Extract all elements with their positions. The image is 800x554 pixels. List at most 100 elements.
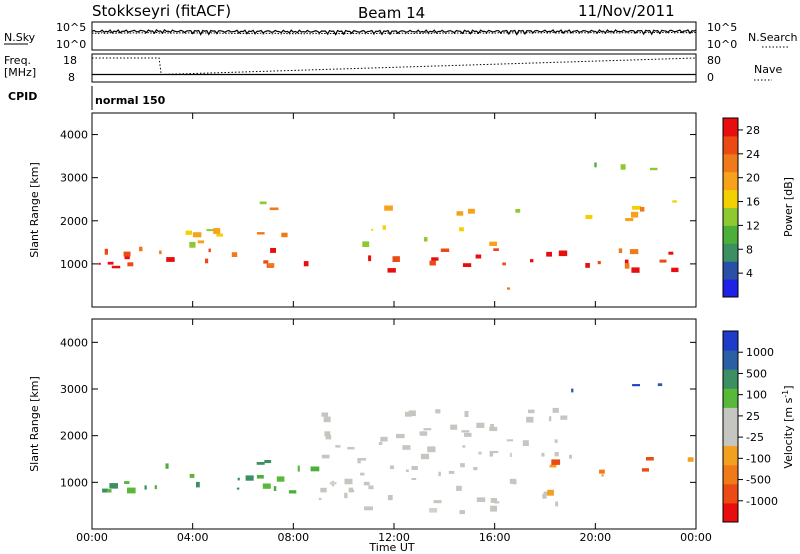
- echo-cell: [552, 407, 559, 413]
- freq-right-tick-top: 80: [707, 54, 721, 67]
- echo-cell: [641, 468, 649, 472]
- echo-cell: [197, 240, 205, 244]
- y-tick-label: 4000: [60, 336, 88, 349]
- echo-cell: [245, 475, 254, 481]
- echo-cell: [459, 227, 464, 232]
- colorbar-tick-label: 100: [746, 389, 767, 402]
- echo-cell: [423, 428, 432, 431]
- velocity-y-ticks: 1000 2000 3000 4000: [60, 336, 696, 489]
- echo-cell: [489, 241, 497, 246]
- velocity-y-title: Slant Range [km]: [28, 376, 41, 472]
- colorbar-tick-label: -100: [746, 452, 771, 465]
- echo-cell: [659, 259, 667, 263]
- echo-cell: [502, 262, 506, 266]
- echo-cell: [378, 441, 383, 445]
- echo-cell: [594, 162, 597, 168]
- echo-cell: [547, 489, 554, 496]
- colorbar-tick-label: 1000: [746, 346, 774, 359]
- echo-cell: [205, 258, 209, 264]
- echo-cell: [107, 489, 112, 493]
- echo-cell: [111, 265, 121, 269]
- freq-right-label: Nave: [754, 63, 782, 76]
- echo-cell: [657, 383, 663, 387]
- echo-cell: [476, 497, 486, 502]
- power-echo-cells: [98, 162, 679, 290]
- echo-cell: [166, 257, 175, 262]
- echo-cell: [493, 248, 499, 251]
- echo-cell: [431, 257, 439, 261]
- echo-cell: [462, 445, 466, 448]
- echo-cell: [450, 424, 458, 430]
- echo-cell: [489, 452, 494, 457]
- echo-cell: [102, 488, 109, 493]
- echo-cell: [389, 465, 395, 470]
- noise-right-tick-top: 10^5: [707, 21, 737, 34]
- echo-cell: [646, 457, 654, 461]
- echo-cell: [640, 206, 645, 212]
- echo-cell: [459, 510, 465, 515]
- date-title: 11/Nov/2011: [578, 2, 675, 20]
- echo-cell: [560, 415, 568, 420]
- echo-cell: [427, 446, 436, 453]
- freq-right-tick-bottom: 0: [707, 71, 714, 84]
- echo-cell: [528, 409, 535, 414]
- echo-cell: [448, 470, 455, 474]
- colorbar-tick-label: 16: [746, 196, 760, 209]
- power-colorbar-title: Power [dB]: [782, 177, 795, 237]
- echo-cell: [368, 485, 374, 490]
- echo-cell: [420, 453, 430, 460]
- echo-cell: [462, 263, 472, 267]
- colorbar-swatch: [723, 279, 738, 298]
- echo-cell: [368, 255, 372, 262]
- echo-cell: [139, 246, 143, 252]
- power-colorbar: 4 8 12 16 20 24 28 Power [dB]: [722, 117, 795, 298]
- echo-cell: [256, 475, 264, 479]
- colorbar-swatch: [723, 369, 738, 389]
- colorbar-swatch: [723, 207, 738, 226]
- echo-cell: [348, 487, 354, 493]
- echo-cell: [364, 506, 373, 511]
- echo-cell: [310, 466, 320, 472]
- echo-cell: [402, 445, 411, 450]
- echo-cell: [649, 167, 658, 171]
- echo-cell: [347, 447, 355, 450]
- echo-cell: [597, 261, 601, 265]
- echo-cell: [631, 211, 639, 218]
- echo-cell: [629, 249, 639, 255]
- echo-cell: [256, 462, 265, 465]
- power-colorbar-ticks: 4 8 12 16 20 24 28: [738, 124, 760, 280]
- echo-cell: [433, 500, 442, 504]
- echo-cell: [551, 459, 561, 465]
- echo-cell: [259, 201, 267, 205]
- x-tick-label: 20:00: [579, 531, 611, 544]
- power-y-ticks: 1000 2000 3000 4000: [60, 129, 696, 271]
- power-colorbar-swatches: [723, 118, 738, 298]
- echo-cell: [382, 225, 386, 230]
- echo-cell: [404, 411, 412, 417]
- echo-cell: [288, 490, 297, 494]
- echo-cell: [620, 164, 626, 170]
- noise-sky-line: [91, 29, 697, 36]
- echo-cell: [127, 262, 134, 267]
- noise-left-label: N.Sky: [4, 31, 36, 44]
- echo-cell: [429, 260, 436, 266]
- echo-cell: [303, 261, 309, 267]
- echo-cell: [189, 473, 195, 478]
- echo-cell: [507, 287, 510, 290]
- noise-right-tick-bottom: 10^0: [707, 38, 737, 51]
- echo-cell: [476, 422, 485, 428]
- colorbar-swatch: [723, 261, 738, 280]
- echo-cell: [542, 493, 547, 499]
- y-tick-label: 2000: [60, 430, 88, 443]
- echo-cell: [264, 460, 272, 464]
- cpid-panel: CPID normal 150: [8, 86, 166, 110]
- echo-cell: [440, 248, 450, 252]
- echo-cell: [618, 248, 623, 253]
- echo-cell: [456, 211, 464, 216]
- noise-left-tick-bottom: 10^0: [56, 38, 86, 51]
- colorbar-tick-label: -500: [746, 474, 771, 487]
- echo-cell: [624, 259, 629, 264]
- colorbar-swatch: [723, 502, 738, 523]
- echo-cell: [321, 412, 329, 417]
- echo-cell: [599, 469, 605, 474]
